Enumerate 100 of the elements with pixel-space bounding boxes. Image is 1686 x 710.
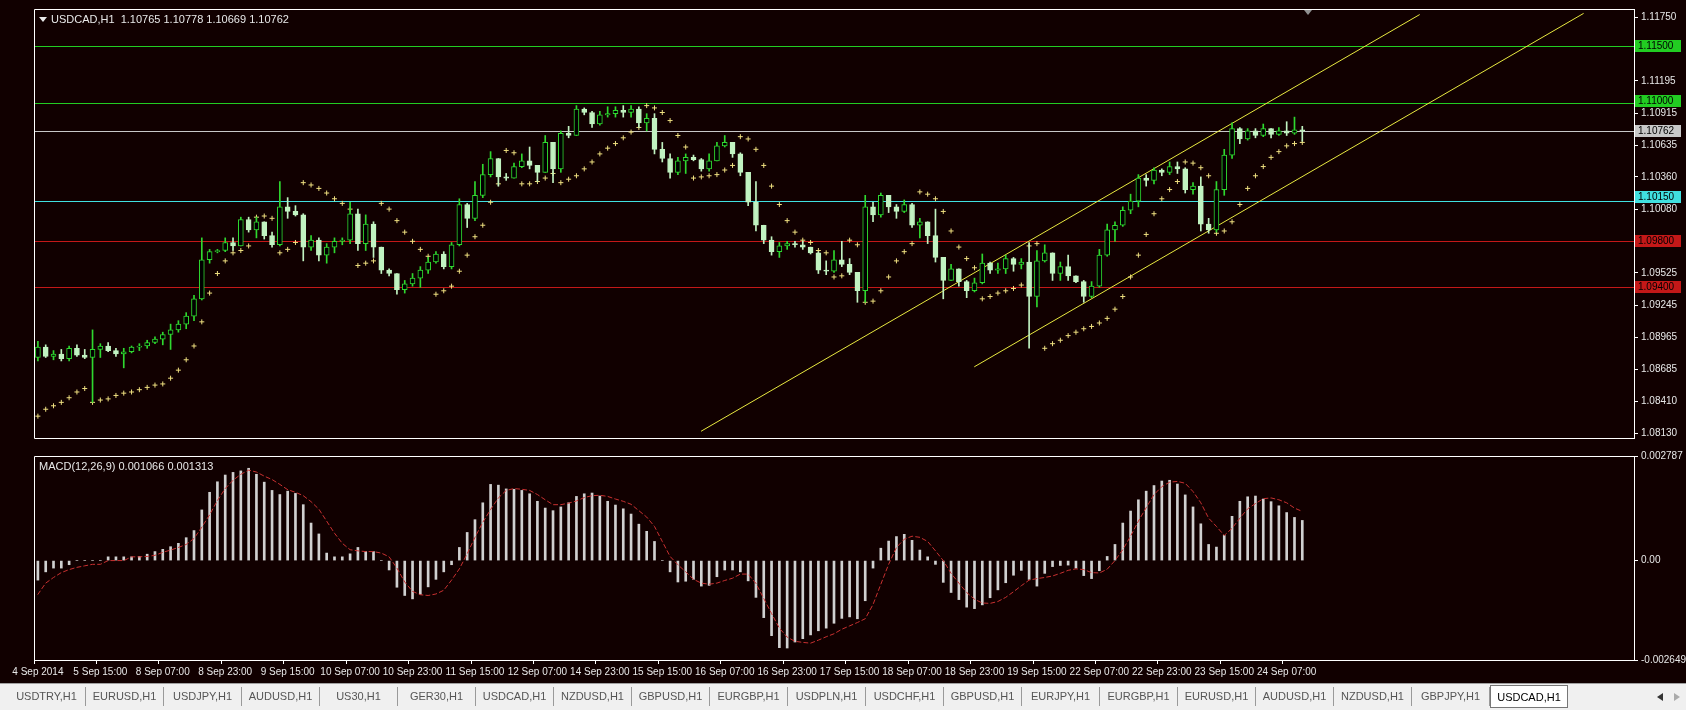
x-tick-label: 16 Sep 07:00 bbox=[694, 665, 755, 677]
bar bbox=[699, 560, 703, 587]
bar bbox=[44, 560, 48, 573]
bar bbox=[1012, 560, 1015, 576]
y-tick-label: 0.002787 bbox=[1641, 449, 1684, 461]
bar bbox=[169, 546, 172, 561]
bar bbox=[59, 560, 63, 569]
bar bbox=[419, 560, 422, 595]
x-tick-label: 11 Sep 15:00 bbox=[445, 665, 505, 677]
bar bbox=[458, 547, 461, 561]
bar bbox=[239, 470, 243, 561]
bar bbox=[614, 504, 617, 561]
bar bbox=[497, 484, 500, 561]
y-tick-label: 1.09525 bbox=[1641, 266, 1678, 278]
bar bbox=[528, 493, 531, 561]
x-tick-label: 15 Sep 15:00 bbox=[632, 665, 693, 677]
bar bbox=[1137, 499, 1140, 561]
x-tick-label: 18 Sep 23:00 bbox=[944, 665, 1005, 677]
bar bbox=[778, 560, 781, 648]
candlestick bbox=[682, 153, 689, 174]
bar bbox=[1207, 544, 1210, 561]
bar bbox=[941, 560, 945, 583]
candlestick bbox=[120, 347, 127, 369]
bar bbox=[255, 473, 258, 561]
x-tick-label: 12 Sep 07:00 bbox=[507, 665, 568, 677]
text: EURGBP,H1 bbox=[1100, 687, 1178, 706]
x-tick-label: 4 Sep 2014 bbox=[12, 665, 64, 677]
ref-line-label: 1.10150 bbox=[1638, 191, 1675, 203]
bar bbox=[403, 560, 407, 596]
bar bbox=[559, 506, 563, 561]
y-tick-label: 1.11195 bbox=[1641, 74, 1677, 86]
x-tick-label: 19 Sep 15:00 bbox=[1007, 665, 1068, 677]
bar bbox=[801, 560, 805, 639]
bar bbox=[465, 532, 469, 561]
ref-line-label: 1.11500 bbox=[1638, 40, 1674, 52]
bar bbox=[645, 530, 649, 561]
text: USDCAD,H1 bbox=[1490, 685, 1568, 708]
bar bbox=[926, 556, 929, 561]
bar bbox=[1019, 560, 1023, 571]
bar bbox=[286, 490, 289, 561]
chart-title: USDCAD,H1 1.10765 1.10778 1.10669 1.10762 bbox=[51, 13, 289, 26]
bar bbox=[973, 560, 976, 609]
bar bbox=[934, 560, 937, 565]
bar bbox=[1246, 496, 1249, 561]
bar bbox=[333, 556, 336, 561]
bar bbox=[161, 549, 165, 561]
bar bbox=[848, 560, 851, 618]
bar bbox=[177, 543, 180, 561]
text: EURGBP,H1 bbox=[710, 687, 788, 706]
text: EURJPY,H1 bbox=[1022, 687, 1100, 706]
bar bbox=[1199, 523, 1203, 561]
bar bbox=[887, 540, 890, 561]
x-tick-label: 18 Sep 07:00 bbox=[882, 665, 943, 677]
text: USDJPY,H1 bbox=[164, 687, 242, 706]
text: GBPUSD,H1 bbox=[944, 687, 1022, 706]
y-tick-label: 1.10635 bbox=[1641, 139, 1678, 151]
bar bbox=[223, 474, 227, 561]
bar bbox=[481, 502, 485, 561]
bar bbox=[504, 488, 508, 561]
text: AUDUSD,H1 bbox=[242, 687, 320, 706]
candlestick bbox=[1143, 174, 1150, 187]
bar bbox=[840, 560, 844, 619]
candlestick bbox=[1112, 221, 1118, 242]
y-tick-label: 1.09245 bbox=[1641, 298, 1678, 310]
ref-line-label: 1.11000 bbox=[1638, 95, 1674, 107]
bar bbox=[216, 481, 219, 561]
bar bbox=[1215, 546, 1218, 561]
bar bbox=[208, 491, 211, 561]
bar bbox=[879, 547, 883, 561]
x-tick-label: 9 Sep 15:00 bbox=[260, 665, 316, 677]
chart-title: MACD(12,26,9) 0.001066 0.001313 bbox=[39, 460, 214, 473]
y-tick-label: 1.11750 bbox=[1641, 10, 1677, 22]
bar bbox=[1098, 560, 1101, 572]
bar bbox=[1051, 560, 1054, 567]
bar bbox=[606, 500, 609, 561]
text: US30,H1 bbox=[320, 687, 398, 706]
text: USDCHF,H1 bbox=[866, 687, 944, 706]
bar bbox=[1144, 490, 1148, 561]
text: EURUSD,H1 bbox=[86, 687, 164, 706]
x-tick-label: 24 Sep 07:00 bbox=[1256, 665, 1317, 677]
candlestick bbox=[838, 241, 845, 267]
bar bbox=[770, 560, 773, 636]
x-tick-label: 8 Sep 23:00 bbox=[198, 665, 253, 677]
x-tick-label: 10 Sep 23:00 bbox=[382, 665, 443, 677]
bar bbox=[520, 490, 524, 561]
bar bbox=[1059, 560, 1062, 566]
y-tick-label: 1.10080 bbox=[1641, 202, 1678, 214]
text: USDPLN,H1 bbox=[788, 687, 866, 706]
bar bbox=[1285, 512, 1289, 561]
candlestick bbox=[620, 105, 627, 118]
x-tick-label: 16 Sep 23:00 bbox=[757, 665, 818, 677]
bar bbox=[575, 496, 578, 561]
text: GBPUSD,H1 bbox=[632, 687, 710, 706]
bar bbox=[684, 560, 688, 582]
bar bbox=[1254, 495, 1257, 561]
text: AUDUSD,H1 bbox=[1256, 687, 1334, 706]
y-tick-label: 1.08130 bbox=[1641, 427, 1678, 439]
bar bbox=[1004, 560, 1008, 584]
candlestick bbox=[1283, 121, 1290, 136]
y-tick-label: 0.00 bbox=[1641, 554, 1661, 566]
